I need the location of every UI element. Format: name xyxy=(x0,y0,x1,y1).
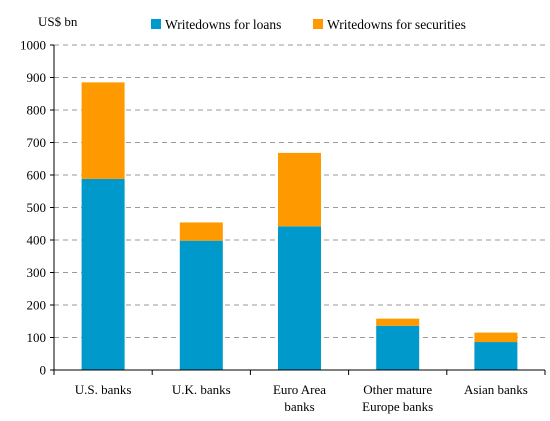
legend-label-securities: Writedowns for securities xyxy=(327,17,466,32)
x-tick-labels: U.S. banks U.K. banks Euro Area banks Other … xyxy=(75,382,528,414)
y-tick-label-300: 300 xyxy=(27,265,47,280)
y-axis-label: US$ bn xyxy=(38,14,78,29)
x-tick-label-4: Asian banks xyxy=(464,382,528,397)
y-tick-labels: 0 100 200 300 400 500 600 700 800 900 1000 xyxy=(20,38,46,378)
bar-loans-4 xyxy=(474,342,518,370)
bar-securities-2 xyxy=(278,152,321,227)
y-tick-label-500: 500 xyxy=(27,200,47,215)
bar-securities-4 xyxy=(474,332,518,343)
y-tick-label-400: 400 xyxy=(27,233,47,248)
bar-securities-3 xyxy=(376,318,420,326)
bar-loans-0 xyxy=(81,178,125,370)
x-tick-label-1: U.K. banks xyxy=(172,382,231,397)
y-tick-label-700: 700 xyxy=(27,135,47,150)
y-tick-label-800: 800 xyxy=(27,103,47,118)
y-tick-label-600: 600 xyxy=(27,168,47,183)
bar-securities-1 xyxy=(179,222,223,241)
bars xyxy=(81,82,518,370)
legend-swatch-loans xyxy=(151,19,161,29)
y-tick-label-0: 0 xyxy=(40,363,47,378)
bar-loans-1 xyxy=(179,240,223,370)
y-tick-label-1000: 1000 xyxy=(20,38,46,53)
bar-securities-0 xyxy=(81,82,125,179)
legend: Writedowns for loans Writedowns for secu… xyxy=(151,17,466,32)
y-tick-label-100: 100 xyxy=(27,330,47,345)
y-tick-label-900: 900 xyxy=(27,70,47,85)
bar-loans-2 xyxy=(278,226,321,370)
x-tick-label-0: U.S. banks xyxy=(75,382,132,397)
x-tick-label-3: Other mature Europe banks xyxy=(362,382,433,414)
legend-swatch-securities xyxy=(313,19,323,29)
axes xyxy=(50,44,546,375)
legend-label-loans: Writedowns for loans xyxy=(165,17,281,32)
x-tick-label-2: Euro Area banks xyxy=(273,382,326,414)
y-tick-label-200: 200 xyxy=(27,298,47,313)
bar-loans-3 xyxy=(376,325,420,370)
